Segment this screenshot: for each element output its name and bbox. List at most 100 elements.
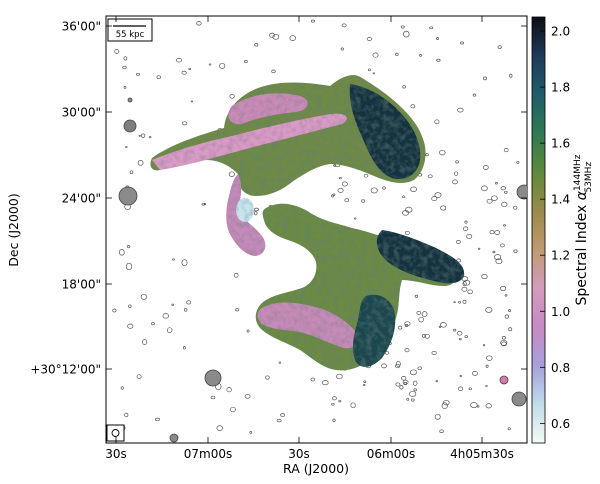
contour-speck <box>395 382 401 387</box>
contour-speck <box>421 311 428 318</box>
contour-speck <box>219 62 226 69</box>
compact-sources <box>118 97 527 443</box>
contour-speck <box>461 286 468 292</box>
contour-speck <box>404 321 411 327</box>
contour-speck <box>497 45 502 49</box>
contour-speck <box>162 313 170 319</box>
x-tick-label: 06m00s <box>367 447 415 461</box>
contour-speck <box>190 100 194 103</box>
contour-speck <box>458 300 462 304</box>
contour-speck <box>280 413 286 417</box>
contour-speck <box>136 72 140 76</box>
contour-speck <box>500 285 507 292</box>
contour-speck <box>181 259 188 267</box>
upper-lobe-dark <box>349 84 421 180</box>
contour-speck <box>435 380 439 383</box>
scale-bar-label: 55 kpc <box>116 30 145 40</box>
contour-speck <box>434 192 442 198</box>
contour-speck <box>513 249 518 253</box>
contour-speck <box>501 336 506 340</box>
contour-speck <box>350 402 356 409</box>
contour-speck <box>483 76 487 81</box>
contour-speck <box>455 160 459 164</box>
colorbar-tick-label: 2.0 <box>551 25 570 39</box>
y-tick-label: 36'00" <box>62 20 101 34</box>
contour-speck <box>410 186 417 193</box>
contour-speck <box>246 329 250 333</box>
contour-speck <box>419 54 422 57</box>
y-tick-label: 18'00" <box>62 278 101 292</box>
contour-speck <box>339 176 342 180</box>
colorbar-tick-label: 1.6 <box>551 137 570 151</box>
contour-speck <box>439 429 444 433</box>
contour-speck <box>337 187 344 193</box>
contour-speck <box>401 376 407 381</box>
contour-speck <box>434 119 440 125</box>
colorbar <box>531 16 546 444</box>
x-axis-label: RA (J2000) <box>283 461 349 476</box>
contour-speck <box>509 73 513 78</box>
contour-speck <box>402 379 409 385</box>
contour-speck <box>494 230 501 235</box>
contour-speck <box>154 417 160 422</box>
contour-speck <box>140 133 146 138</box>
contour-speck <box>507 309 512 312</box>
contour-speck <box>504 314 509 319</box>
contour-speck <box>276 418 282 423</box>
contour-speck <box>368 68 371 72</box>
contour-speck <box>516 160 520 164</box>
contour-speck <box>112 308 117 313</box>
contour-speck <box>278 361 282 364</box>
contour-speck <box>265 375 270 380</box>
contour-speck <box>120 386 124 390</box>
contour-speck <box>235 308 240 312</box>
contour-speck <box>244 60 248 63</box>
contour-speck <box>244 393 251 399</box>
contour-speck <box>363 173 369 178</box>
upper-lobe-pink <box>228 93 308 125</box>
contour-speck <box>409 369 417 376</box>
contour-speck <box>418 316 424 323</box>
x-tick-label: 07m00s <box>184 447 232 461</box>
contour-speck <box>494 254 502 261</box>
contour-speck <box>151 322 155 326</box>
contour-speck <box>253 207 259 212</box>
contour-speck <box>125 146 128 149</box>
contour-speck <box>122 65 127 70</box>
upper-jet <box>152 113 347 170</box>
contour-speck <box>501 201 508 208</box>
contour-speck <box>210 395 216 400</box>
contour-speck <box>226 387 232 393</box>
contour-speck <box>466 233 473 239</box>
contour-speck <box>140 293 148 300</box>
contour-speck <box>344 198 350 203</box>
contour-speck <box>129 170 134 175</box>
contour-speck <box>400 25 405 29</box>
contour-speck <box>508 327 513 332</box>
contour-speck <box>118 249 125 256</box>
contour-speck <box>503 224 506 227</box>
contour-speck <box>463 279 471 286</box>
contour-speck <box>366 37 373 41</box>
colorbar-tick-label: 0.6 <box>551 417 570 431</box>
contour-speck <box>457 386 464 391</box>
colorbar-ticks: 2.0 1.8 1.6 1.4 1.2 1.0 0.8 0.6 <box>540 25 570 431</box>
contour-speck <box>382 186 386 190</box>
contour-speck <box>395 361 401 367</box>
contour-speck <box>333 164 337 167</box>
contour-speck <box>485 364 489 368</box>
contour-speck <box>289 35 296 41</box>
contour-speck <box>186 300 192 305</box>
contour-speck <box>249 431 253 434</box>
contour-speck <box>458 337 462 341</box>
contour-speck <box>136 374 142 379</box>
contour-speck <box>269 32 275 38</box>
contour-speck <box>464 220 468 224</box>
contour-speck <box>362 384 366 386</box>
contour-speck <box>507 427 511 431</box>
contour-speck <box>402 195 406 199</box>
contour-speck <box>482 165 489 170</box>
contour-speck <box>156 75 161 80</box>
contour-speck <box>181 70 187 75</box>
contour-speck <box>183 307 188 312</box>
